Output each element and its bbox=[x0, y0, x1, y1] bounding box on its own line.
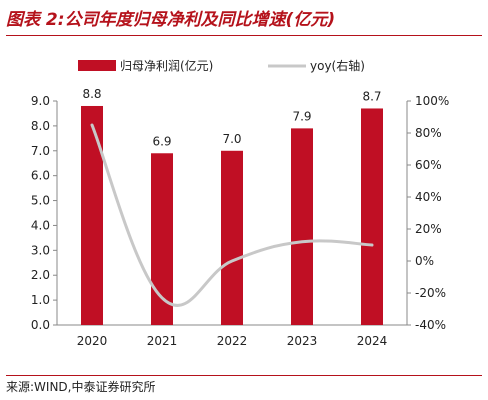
bar-data-label: 7.9 bbox=[292, 109, 311, 123]
plot-area: 0.0 1.0 2.0 3.0 4.0 5.0 6.0 7.0 8.0 9.0 -40% -20% 0%… bbox=[31, 87, 449, 348]
legend: 归母净利润(亿元) yoy(右轴) bbox=[78, 58, 365, 73]
y-right-tick-label: -20% bbox=[415, 286, 446, 300]
bar-data-label: 6.9 bbox=[152, 134, 171, 148]
y-right-tick-label: 60% bbox=[415, 158, 442, 172]
legend-line-label: yoy(右轴) bbox=[310, 58, 365, 73]
bar bbox=[221, 150, 243, 325]
y-right-tick-label: 100% bbox=[415, 94, 449, 108]
y-right-tick-label: 40% bbox=[415, 190, 442, 204]
y-right-tick-label: 20% bbox=[415, 222, 442, 236]
y-left-tick-label: 1.0 bbox=[31, 293, 50, 307]
source-note: 来源:WIND,中泰证券研究所 bbox=[6, 380, 156, 394]
y-left-tick-label: 9.0 bbox=[31, 94, 50, 108]
bar-data-label: 8.8 bbox=[82, 87, 101, 101]
y-left-tick-label: 6.0 bbox=[31, 169, 50, 183]
bar-data-label: 7.0 bbox=[222, 132, 241, 146]
source-divider bbox=[6, 375, 482, 376]
bar bbox=[361, 108, 383, 325]
y-left-tick-label: 2.0 bbox=[31, 268, 50, 282]
figure-title: 图表 2:公司年度归母净利及同比增速(亿元) bbox=[6, 10, 336, 30]
x-tick-label: 2023 bbox=[287, 334, 318, 348]
y-left-tick-label: 0.0 bbox=[31, 318, 50, 332]
bar bbox=[151, 153, 173, 325]
y-right-tick-label: 80% bbox=[415, 126, 442, 140]
legend-bar-label: 归母净利润(亿元) bbox=[120, 58, 213, 73]
y-left-tick-label: 4.0 bbox=[31, 218, 50, 232]
y-left-tick-label: 5.0 bbox=[31, 194, 50, 208]
bar-data-label: 8.7 bbox=[362, 89, 381, 103]
bar bbox=[291, 128, 313, 325]
title-divider bbox=[6, 35, 482, 36]
yoy-series-line bbox=[90, 123, 374, 307]
y-right-tick-label: 0% bbox=[415, 254, 434, 268]
y-left-tick-label: 7.0 bbox=[31, 144, 50, 158]
x-tick-label: 2020 bbox=[77, 334, 108, 348]
x-tick-label: 2021 bbox=[147, 334, 178, 348]
y-right-tick-label: -40% bbox=[415, 318, 446, 332]
legend-bar-swatch bbox=[78, 60, 116, 71]
bar bbox=[81, 105, 103, 325]
chart: 归母净利润(亿元) yoy(右轴) 0.0 1.0 2.0 3.0 4.0 5.0 6.0 7… bbox=[31, 58, 449, 348]
y-left-tick-label: 8.0 bbox=[31, 119, 50, 133]
x-tick-label: 2024 bbox=[357, 334, 388, 348]
x-tick-label: 2022 bbox=[217, 334, 248, 348]
y-left-tick-label: 3.0 bbox=[31, 243, 50, 257]
